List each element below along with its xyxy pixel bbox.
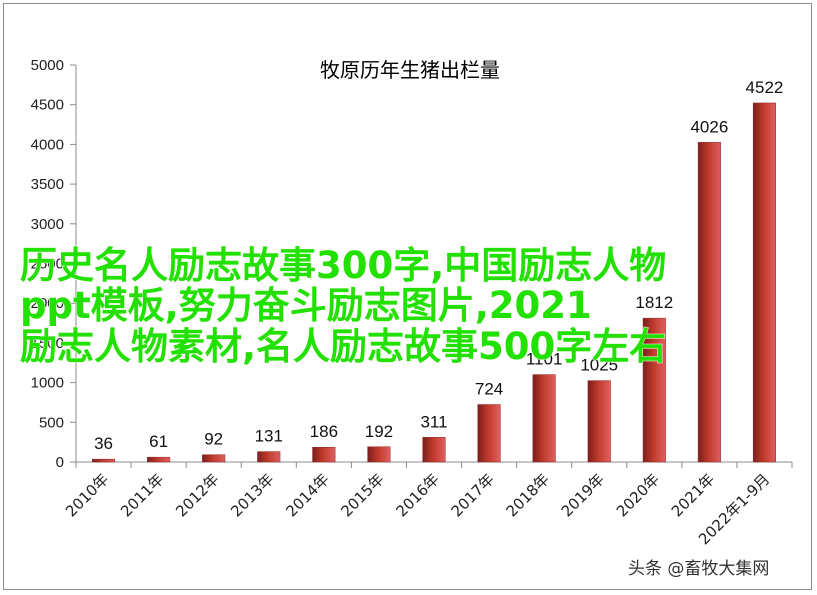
x-tick-label: 2015年 bbox=[337, 470, 387, 520]
bar-2011年 bbox=[147, 456, 171, 463]
x-tick-label: 2018年 bbox=[503, 470, 553, 520]
bar-2012年 bbox=[202, 454, 226, 463]
bar-2021年 bbox=[697, 142, 721, 463]
data-label: 1025 bbox=[580, 356, 618, 375]
bar-2010年 bbox=[91, 458, 116, 463]
x-tick-label: 2020年 bbox=[613, 470, 663, 520]
x-tick-label: 2012年 bbox=[172, 470, 222, 520]
bar-2020年 bbox=[642, 317, 666, 463]
data-label: 186 bbox=[310, 422, 338, 441]
data-label: 4522 bbox=[746, 78, 784, 97]
bar-2018年 bbox=[532, 374, 556, 463]
y-tick-label: 4000 bbox=[31, 136, 64, 153]
x-tick-label: 2013年 bbox=[227, 470, 277, 520]
data-label: 192 bbox=[365, 422, 393, 441]
bar-2013年 bbox=[257, 451, 281, 463]
x-tick-label: 2016年 bbox=[392, 470, 442, 520]
chart-axes: 0 500 1000 1500 2000 2500 3000 3500 4000 4500 5000 bbox=[31, 57, 793, 471]
data-label: 36 bbox=[94, 434, 113, 453]
y-tick-label: 1000 bbox=[31, 375, 64, 392]
y-tick-label: 3000 bbox=[31, 216, 64, 233]
y-tick-label: 0 bbox=[56, 454, 64, 471]
x-tick-label: 2011年 bbox=[117, 470, 167, 520]
y-tick-label: 4500 bbox=[31, 97, 64, 114]
bar-2022年1-9月 bbox=[752, 102, 777, 463]
chart-title: 牧原历年生猪出栏量 bbox=[320, 58, 500, 82]
data-label: 4026 bbox=[690, 117, 728, 136]
y-tick-label: 1500 bbox=[31, 335, 64, 352]
chart-bars bbox=[91, 102, 777, 463]
y-tick-label: 3500 bbox=[31, 176, 64, 193]
y-tick-label: 2000 bbox=[31, 295, 64, 312]
data-label: 61 bbox=[149, 432, 168, 451]
y-tick-label: 5000 bbox=[31, 57, 64, 74]
data-label: 1812 bbox=[635, 293, 673, 312]
bar-2014年 bbox=[312, 446, 336, 463]
overlay-line-2: ppt模板,努力奋斗励志图片,2021 bbox=[20, 284, 592, 327]
chart-frame bbox=[3, 3, 812, 590]
data-label: 1101 bbox=[526, 350, 563, 369]
x-tick-labels: 2010年 2011年 2012年 2013年 2014年 2015年 2016年 2017年… bbox=[62, 470, 773, 548]
overlay-text: 历史名人励志故事300字,中国励志人物 ppt模板,努力奋斗励志图片,2021 … bbox=[20, 244, 667, 369]
x-tick-label: 2014年 bbox=[282, 470, 332, 520]
data-labels: 36 61 92 131 186 192 311 724 1101 1025 1812 4026 452… bbox=[94, 78, 783, 453]
watermark-text: 头条 @畜牧大集网 bbox=[628, 559, 769, 579]
bar-2015年 bbox=[367, 446, 391, 463]
overlay-line-3: 励志人物素材,名人励志故事500字左右 bbox=[20, 325, 666, 368]
bar-2019年 bbox=[587, 380, 611, 463]
watermark: 头条 @畜牧大集网 bbox=[628, 559, 769, 579]
x-tick-label: 2017年 bbox=[448, 470, 498, 520]
overlay-line-1: 历史名人励志故事300字,中国励志人物 bbox=[20, 244, 666, 287]
x-tick-label: 2010年 bbox=[62, 470, 112, 520]
x-tick-label: 2019年 bbox=[558, 470, 608, 520]
data-label: 131 bbox=[255, 427, 283, 446]
data-label: 311 bbox=[420, 412, 447, 431]
bar-2017年 bbox=[477, 404, 501, 463]
data-label: 92 bbox=[204, 430, 223, 449]
data-label: 724 bbox=[475, 380, 503, 399]
x-tick-label: 2021年 bbox=[668, 470, 718, 520]
y-tick-label: 2500 bbox=[31, 256, 64, 273]
bar-2016年 bbox=[422, 437, 446, 463]
y-tick-label: 500 bbox=[39, 414, 64, 431]
